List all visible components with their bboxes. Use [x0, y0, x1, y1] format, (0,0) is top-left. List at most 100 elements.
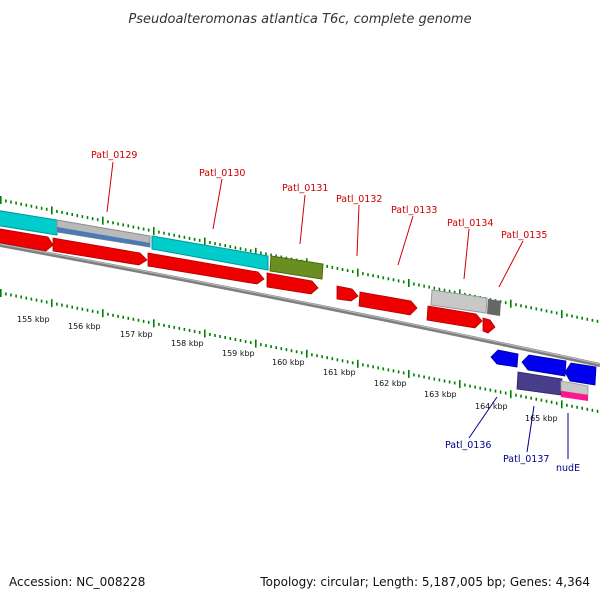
minor-tick	[20, 202, 22, 206]
minor-tick	[433, 286, 436, 290]
minor-tick	[489, 388, 492, 392]
minor-tick	[586, 317, 589, 321]
minor-tick	[520, 394, 522, 398]
minor-tick	[387, 277, 390, 281]
genome-backbone-highlight	[0, 243, 600, 365]
gene-arrow-red[interactable]	[0, 228, 54, 252]
minor-tick	[239, 247, 242, 251]
gene-arrow-red[interactable]	[266, 272, 319, 295]
minor-tick	[530, 306, 532, 310]
minor-tick	[290, 349, 293, 353]
minor-tick	[183, 235, 186, 239]
minor-tick	[525, 305, 527, 309]
minor-tick	[10, 200, 12, 204]
minor-tick	[362, 272, 364, 276]
minor-tick	[515, 393, 517, 397]
major-tick	[51, 206, 53, 215]
minor-tick	[107, 312, 109, 316]
gene-label-patl-0136[interactable]: Patl_0136	[445, 440, 491, 451]
minor-tick	[576, 315, 578, 319]
dark-gray-feature-box[interactable]	[487, 299, 501, 316]
gray-feature-box[interactable]	[430, 289, 488, 314]
minor-tick	[158, 230, 160, 234]
gene-label-patl-0131[interactable]: Patl_0131	[282, 183, 328, 194]
minor-tick	[367, 364, 369, 368]
minor-tick	[56, 209, 58, 213]
gene-arrow-blue[interactable]	[521, 354, 567, 377]
minor-tick	[178, 326, 181, 330]
minor-tick	[540, 398, 543, 402]
gene-label-patl-0129[interactable]: Patl_0129	[91, 150, 137, 161]
gene-label-patl-0137[interactable]: Patl_0137	[503, 454, 549, 465]
gene-label-patl-0130[interactable]: Patl_0130	[199, 168, 245, 179]
label-leader-line	[463, 228, 470, 280]
minor-tick	[525, 395, 527, 399]
minor-tick	[311, 353, 313, 357]
kbp-label: 159 kbp	[222, 349, 255, 358]
kbp-label: 160 kbp	[272, 358, 305, 367]
minor-tick	[249, 249, 252, 253]
gene-label-patl-0134[interactable]: Patl_0134	[447, 218, 493, 229]
minor-tick	[499, 390, 502, 394]
minor-tick	[244, 340, 247, 344]
minor-tick	[91, 217, 94, 221]
major-tick	[357, 359, 359, 368]
major-tick	[561, 310, 563, 319]
minor-tick	[66, 304, 68, 308]
minor-tick	[479, 386, 481, 390]
minor-tick	[229, 337, 232, 340]
minor-tick	[96, 218, 99, 222]
minor-tick	[494, 389, 497, 393]
reverse-label-leaders	[468, 396, 569, 459]
gene-arrow-red[interactable]	[482, 317, 496, 334]
minor-tick	[372, 274, 374, 278]
minor-tick	[137, 318, 140, 322]
minor-tick	[76, 306, 79, 310]
minor-tick	[397, 370, 400, 374]
cyan-feature-box[interactable]	[0, 210, 58, 236]
minor-tick	[581, 316, 583, 320]
gene-arrow-red[interactable]	[52, 237, 148, 266]
minor-tick	[107, 220, 109, 224]
minor-tick	[76, 214, 79, 218]
major-tick	[102, 216, 104, 225]
gene-arrow-red[interactable]	[358, 291, 418, 316]
steel-blue-feature-box[interactable]	[57, 227, 150, 247]
pink-feature-box[interactable]	[561, 391, 588, 401]
gene-arrow-red[interactable]	[426, 305, 483, 329]
gene-arrow-red[interactable]	[336, 285, 359, 302]
minor-tick	[30, 297, 33, 301]
cyan-feature-box[interactable]	[151, 235, 269, 271]
gene-arrow-red[interactable]	[147, 252, 265, 285]
gene-arrow-blue[interactable]	[490, 349, 519, 368]
minor-tick	[163, 323, 165, 327]
kbp-label: 165 kbp	[525, 414, 558, 423]
major-tick	[408, 279, 410, 287]
minor-tick	[142, 319, 145, 323]
minor-tick	[581, 406, 583, 410]
minor-tick	[438, 378, 441, 382]
gene-label-patl-0132[interactable]: Patl_0132	[336, 194, 382, 205]
minor-tick	[188, 236, 191, 240]
minor-tick	[387, 368, 390, 372]
major-tick	[408, 369, 410, 378]
reverse-gene-labels: Patl_0136 Patl_0137 nudE	[445, 440, 580, 474]
minor-tick	[586, 407, 589, 411]
gene-label-patl-0135[interactable]: Patl_0135	[501, 230, 547, 241]
minor-tick	[397, 279, 400, 283]
gene-arrow-blue[interactable]	[564, 362, 597, 386]
minor-tick	[576, 405, 578, 409]
minor-tick	[392, 278, 395, 282]
purple-feature-box[interactable]	[516, 371, 563, 396]
minor-tick	[515, 303, 517, 307]
gene-label-nude[interactable]: nudE	[556, 463, 580, 474]
minor-tick	[331, 357, 334, 361]
olive-feature-box[interactable]	[269, 255, 324, 280]
minor-tick	[45, 300, 48, 304]
minor-tick	[45, 207, 48, 211]
minor-tick	[132, 317, 135, 321]
label-leader-line	[356, 204, 360, 257]
kbp-label: 158 kbp	[171, 339, 204, 348]
gene-label-patl-0133[interactable]: Patl_0133	[391, 205, 437, 216]
minor-tick	[295, 350, 298, 354]
